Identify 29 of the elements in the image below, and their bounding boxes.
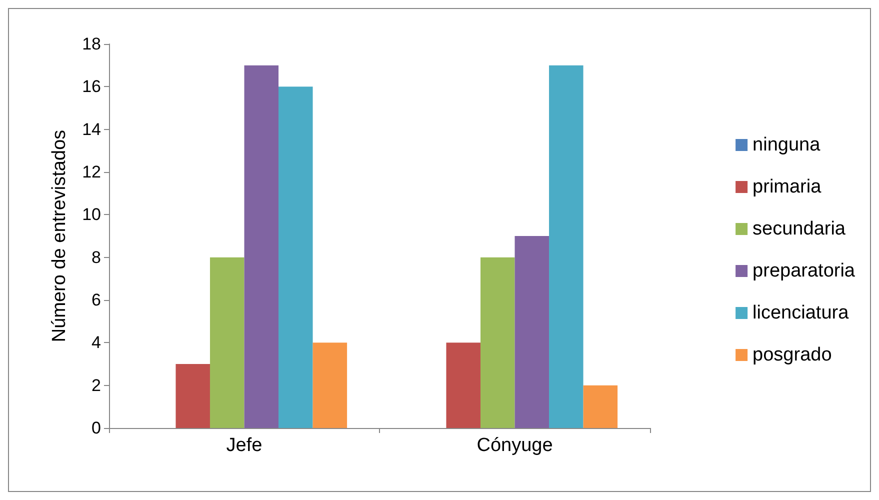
legend-label: ninguna: [752, 134, 821, 156]
x-tick-label: Jefe: [226, 435, 262, 456]
y-axis-title: Número de entrevistados: [49, 130, 70, 342]
bar: [312, 342, 348, 428]
bar: [583, 385, 618, 428]
bar: [210, 257, 244, 428]
bar: [278, 86, 313, 428]
y-tick-label: 2: [92, 376, 101, 395]
y-tick-label: 12: [82, 162, 101, 182]
legend-label: preparatoria: [752, 260, 856, 282]
bar: [480, 257, 515, 428]
y-tick-label: 18: [82, 34, 101, 54]
legend-label: primaria: [752, 176, 822, 198]
bar: [514, 236, 550, 428]
y-tick-label: 10: [82, 205, 101, 224]
y-tick-label: 4: [92, 333, 101, 352]
bar: [244, 65, 279, 428]
legend-label: posgrado: [752, 344, 832, 366]
legend-label: licenciatura: [752, 302, 850, 324]
y-tick-label: 16: [82, 77, 101, 96]
legend-label: secundaria: [752, 218, 846, 240]
y-tick-label: 8: [92, 248, 101, 267]
y-tick-label: 14: [82, 120, 101, 139]
bar: [549, 65, 584, 428]
x-tick-label: Cónyuge: [476, 435, 553, 456]
bar: [446, 342, 480, 428]
y-tick-label: 0: [92, 418, 101, 438]
bar: [176, 364, 210, 428]
y-tick-label: 6: [92, 290, 101, 310]
